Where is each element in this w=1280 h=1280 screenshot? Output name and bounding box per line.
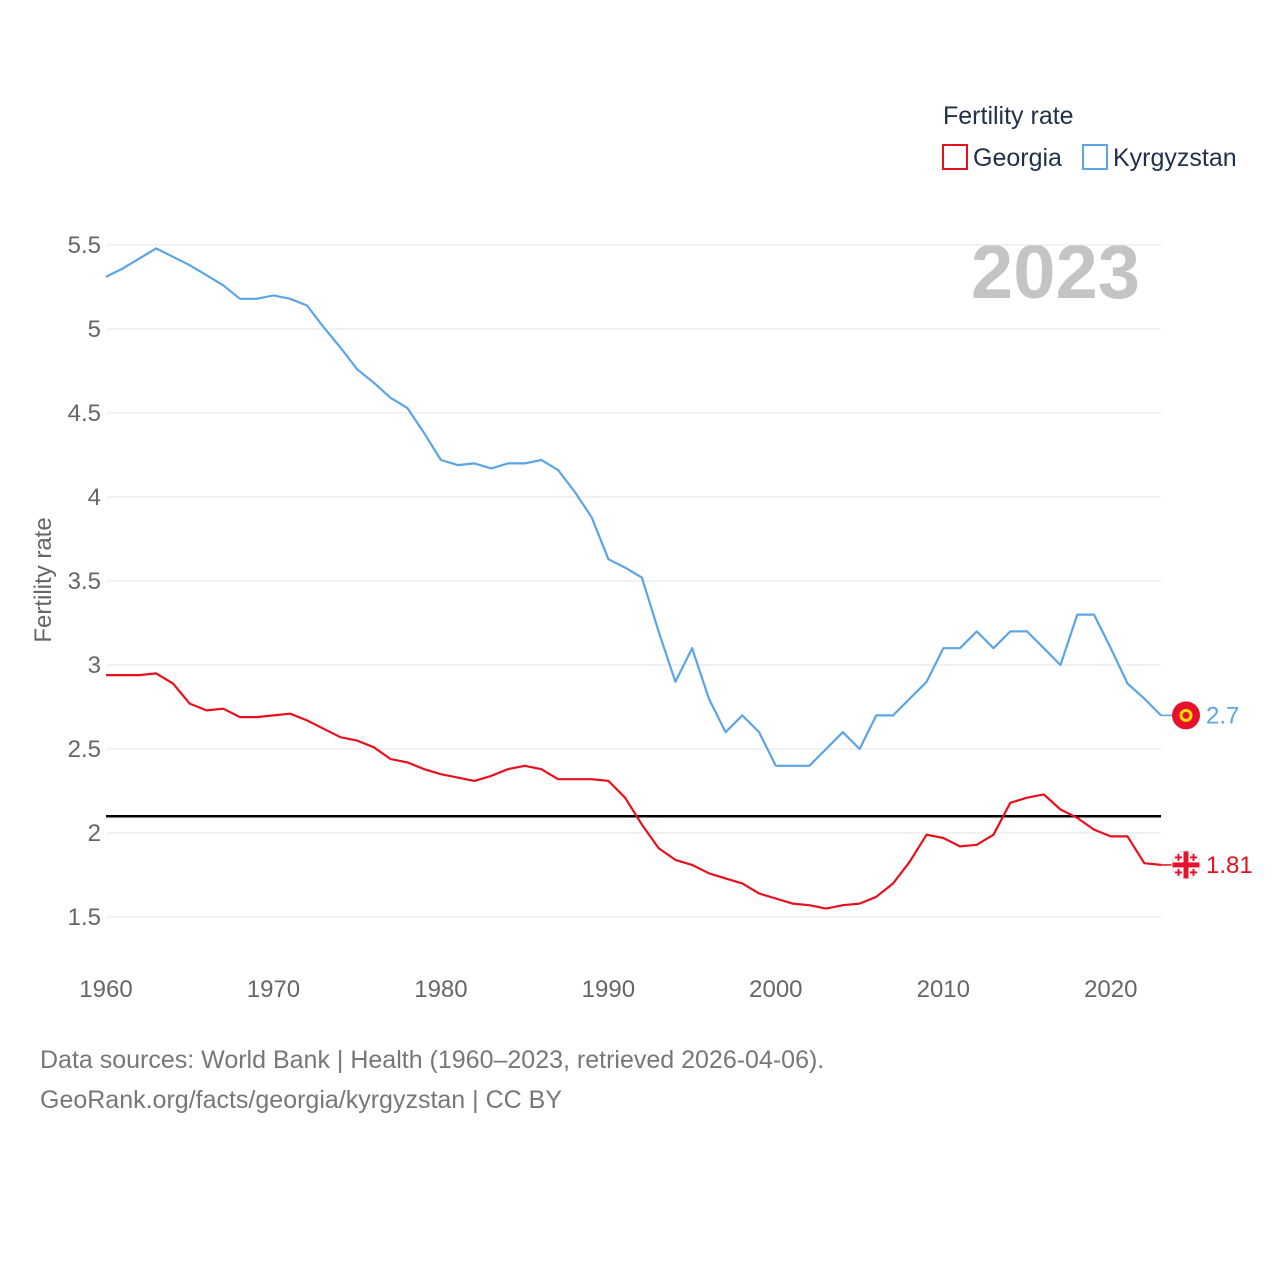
legend-label-georgia[interactable]: Georgia	[973, 144, 1062, 172]
flag-border	[1171, 850, 1201, 880]
year-watermark: 2023	[971, 230, 1140, 315]
flag-cross-v	[1183, 850, 1189, 879]
x-tick-label: 1960	[79, 976, 132, 1003]
y-axis-ticks: 1.5 2 2.5 3 3.5 4 4.5 5 5.5	[68, 232, 101, 931]
y-tick-label: 5.5	[68, 232, 101, 259]
y-tick-label: 3	[88, 652, 101, 679]
legend-title: Fertility rate	[943, 102, 1074, 130]
y-tick-label: 4.5	[68, 400, 101, 427]
series-line-kyrgyzstan[interactable]	[105, 247, 1162, 767]
y-tick-label: 5	[88, 316, 101, 343]
x-tick-label: 1990	[582, 976, 635, 1003]
x-tick-label: 2020	[1084, 976, 1137, 1003]
y-tick-label: 1.5	[68, 904, 101, 931]
series-line-georgia[interactable]	[106, 672, 1162, 910]
y-tick-label: 4	[88, 484, 101, 511]
legend-label-kyrgyzstan[interactable]: Kyrgyzstan	[1113, 144, 1237, 172]
flag-tunduk	[1182, 711, 1190, 719]
x-tick-label: 1970	[247, 976, 300, 1003]
flag-small-cross	[1192, 853, 1195, 861]
legend: Fertility rate Georgia Kyrgyzstan	[942, 102, 1237, 172]
end-value-label-kyrgyzstan: 2.7	[1206, 702, 1239, 729]
footer: Data sources: World Bank | Health (1960–…	[40, 1040, 824, 1120]
flag-small-cross	[1177, 853, 1180, 861]
y-tick-label: 2	[88, 820, 101, 847]
y-axis-title: Fertility rate	[30, 517, 57, 642]
data-sources-note: Data sources: World Bank | Health (1960–…	[40, 1046, 825, 1074]
end-value-label-georgia: 1.81	[1206, 852, 1253, 879]
flag-small-cross	[1192, 868, 1195, 876]
x-tick-label: 2000	[749, 976, 802, 1003]
attribution-link[interactable]: GeoRank.org/facts/georgia/kyrgyzstan | C…	[40, 1086, 562, 1114]
series-lines	[105, 247, 1162, 910]
legend-swatch-kyrgyzstan[interactable]	[1082, 144, 1108, 170]
end-markers: 1.81 2.7	[1161, 701, 1253, 880]
georgia-flag-icon	[1171, 850, 1201, 880]
y-tick-label: 3.5	[68, 568, 101, 595]
flag-small-cross	[1177, 868, 1180, 876]
gridlines	[106, 244, 1161, 918]
x-axis-ticks: 1960 1970 1980 1990 2000 2010 2020	[79, 976, 1137, 1003]
y-tick-label: 2.5	[68, 736, 101, 763]
legend-swatch-georgia[interactable]	[942, 144, 968, 170]
x-tick-label: 1980	[414, 976, 467, 1003]
kyrgyzstan-flag-icon	[1172, 701, 1200, 730]
x-tick-label: 2010	[917, 976, 970, 1003]
